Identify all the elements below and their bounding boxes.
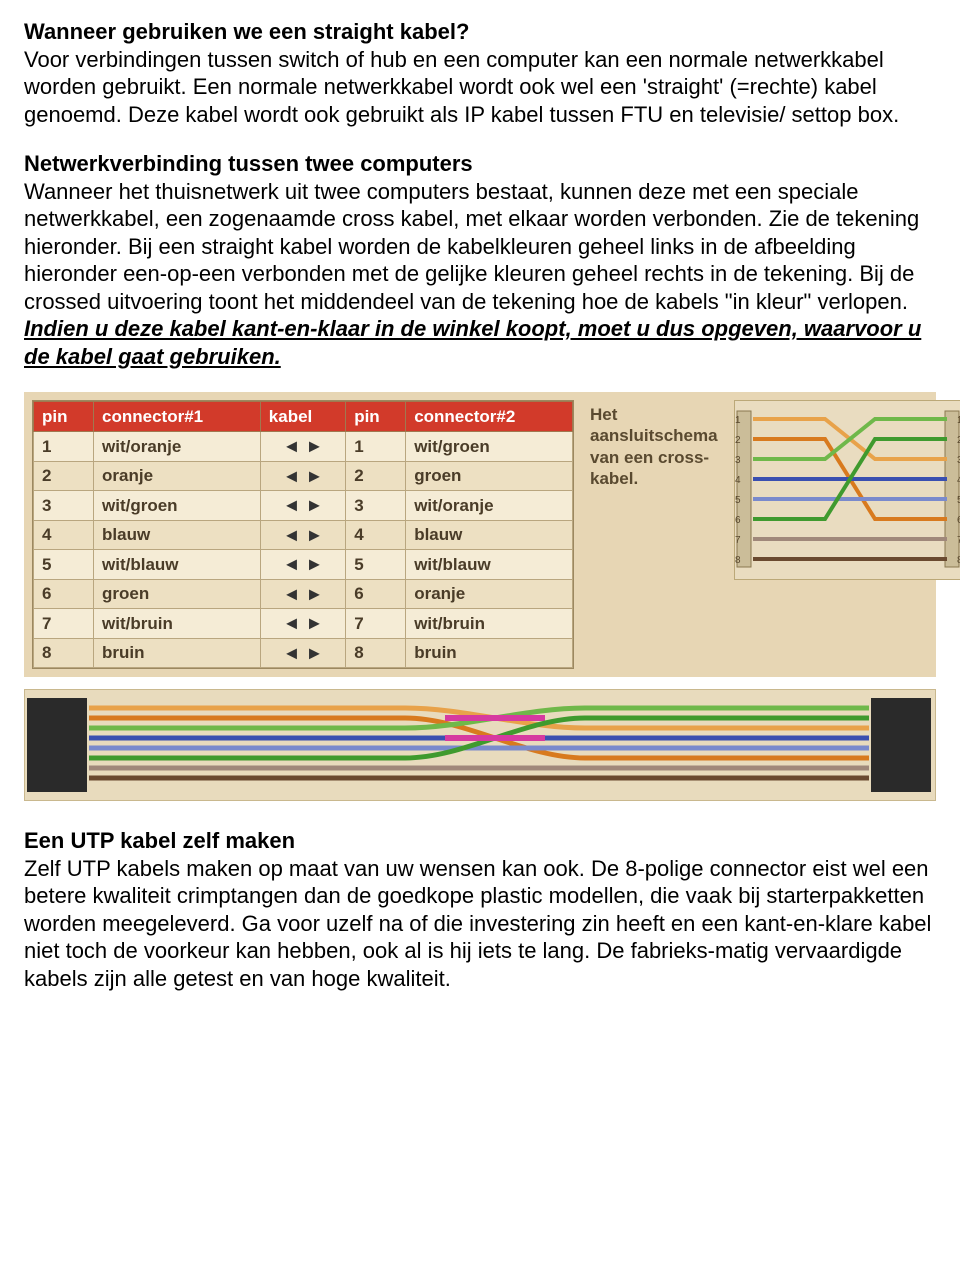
svg-text:2: 2 <box>735 435 741 446</box>
th-conn2: connector#2 <box>406 402 573 432</box>
table-row: 2oranje◄ ►2groen <box>34 461 573 491</box>
table-cell: 7 <box>34 609 94 639</box>
table-row: 7wit/bruin◄ ►7wit/bruin <box>34 609 573 639</box>
table-cell: 6 <box>34 579 94 609</box>
emphasis-purchase: Indien u deze kabel kant-en-klaar in de … <box>24 316 921 369</box>
table-cell: 1 <box>34 432 94 462</box>
th-conn1: connector#1 <box>94 402 261 432</box>
table-cell: 3 <box>346 491 406 521</box>
table-cell: ◄ ► <box>260 550 345 580</box>
svg-text:5: 5 <box>957 495 960 506</box>
svg-text:6: 6 <box>957 515 960 526</box>
table-row: 5wit/blauw◄ ►5wit/blauw <box>34 550 573 580</box>
table-cell: 7 <box>346 609 406 639</box>
table-cell: ◄ ► <box>260 520 345 550</box>
figure-caption: Het aansluitschema van een cross-kabel. <box>590 400 718 669</box>
table-cell: blauw <box>406 520 573 550</box>
table-cell: wit/oranje <box>94 432 261 462</box>
svg-text:8: 8 <box>957 555 960 566</box>
table-cell: 2 <box>346 461 406 491</box>
table-cell: ◄ ► <box>260 579 345 609</box>
heading-straight: Wanneer gebruiken we een straight kabel? <box>24 19 469 44</box>
svg-text:7: 7 <box>957 535 960 546</box>
heading-utp: Een UTP kabel zelf maken <box>24 828 295 853</box>
svg-text:1: 1 <box>957 415 960 426</box>
svg-text:4: 4 <box>957 475 960 486</box>
svg-text:3: 3 <box>735 455 741 466</box>
body-straight: Voor verbindingen tussen switch of hub e… <box>24 47 899 127</box>
table-cell: 3 <box>34 491 94 521</box>
table-row: 8bruin◄ ►8bruin <box>34 638 573 668</box>
table-cell: wit/bruin <box>406 609 573 639</box>
table-row: 3wit/groen◄ ►3wit/oranje <box>34 491 573 521</box>
table-row: 1wit/oranje◄ ►1wit/groen <box>34 432 573 462</box>
table-cell: wit/groen <box>94 491 261 521</box>
svg-text:1: 1 <box>735 415 741 426</box>
table-cell: wit/groen <box>406 432 573 462</box>
svg-text:4: 4 <box>735 475 741 486</box>
th-pin1: pin <box>34 402 94 432</box>
table-cell: oranje <box>406 579 573 609</box>
table-cell: ◄ ► <box>260 638 345 668</box>
svg-text:5: 5 <box>735 495 741 506</box>
cable-diagram <box>24 689 936 801</box>
table-cell: ◄ ► <box>260 432 345 462</box>
table-cell: ◄ ► <box>260 491 345 521</box>
figure-cross-cable: pin connector#1 kabel pin connector#2 1w… <box>24 392 936 801</box>
svg-text:2: 2 <box>957 435 960 446</box>
wiring-table: pin connector#1 kabel pin connector#2 1w… <box>32 400 574 669</box>
table-cell: wit/blauw <box>94 550 261 580</box>
table-cell: 2 <box>34 461 94 491</box>
th-pin2: pin <box>346 402 406 432</box>
table-cell: wit/blauw <box>406 550 573 580</box>
table-cell: groen <box>406 461 573 491</box>
table-cell: 4 <box>346 520 406 550</box>
heading-cross: Netwerkverbinding tussen twee computers <box>24 151 473 176</box>
table-cell: 4 <box>34 520 94 550</box>
table-cell: ◄ ► <box>260 461 345 491</box>
table-cell: 1 <box>346 432 406 462</box>
table-cell: 8 <box>34 638 94 668</box>
figure-top-row: pin connector#1 kabel pin connector#2 1w… <box>24 392 936 677</box>
th-kabel: kabel <box>260 402 345 432</box>
table-cell: bruin <box>406 638 573 668</box>
svg-text:3: 3 <box>957 455 960 466</box>
section2: Netwerkverbinding tussen twee computers … <box>24 150 936 370</box>
body-cross-2: Bij een straight kabel worden de kabelkl… <box>24 234 914 314</box>
table-cell: wit/bruin <box>94 609 261 639</box>
table-row: 6groen◄ ►6oranje <box>34 579 573 609</box>
section1: Wanneer gebruiken we een straight kabel?… <box>24 18 936 128</box>
table-cell: 6 <box>346 579 406 609</box>
table-cell: blauw <box>94 520 261 550</box>
table-cell: wit/oranje <box>406 491 573 521</box>
table-cell: 5 <box>34 550 94 580</box>
cross-diagram: 1 1 2 2 3 3 4 4 5 5 6 6 7 7 8 8 <box>734 400 960 580</box>
table-row: 4blauw◄ ►4blauw <box>34 520 573 550</box>
table-cell: 8 <box>346 638 406 668</box>
table-cell: bruin <box>94 638 261 668</box>
section3: Een UTP kabel zelf maken Zelf UTP kabels… <box>24 827 936 992</box>
svg-text:8: 8 <box>735 555 741 566</box>
table-header-row: pin connector#1 kabel pin connector#2 <box>34 402 573 432</box>
table-cell: ◄ ► <box>260 609 345 639</box>
body-utp: Zelf UTP kabels maken op maat van uw wen… <box>24 856 931 991</box>
svg-text:6: 6 <box>735 515 741 526</box>
table-cell: oranje <box>94 461 261 491</box>
table-cell: groen <box>94 579 261 609</box>
table-cell: 5 <box>346 550 406 580</box>
svg-text:7: 7 <box>735 535 741 546</box>
